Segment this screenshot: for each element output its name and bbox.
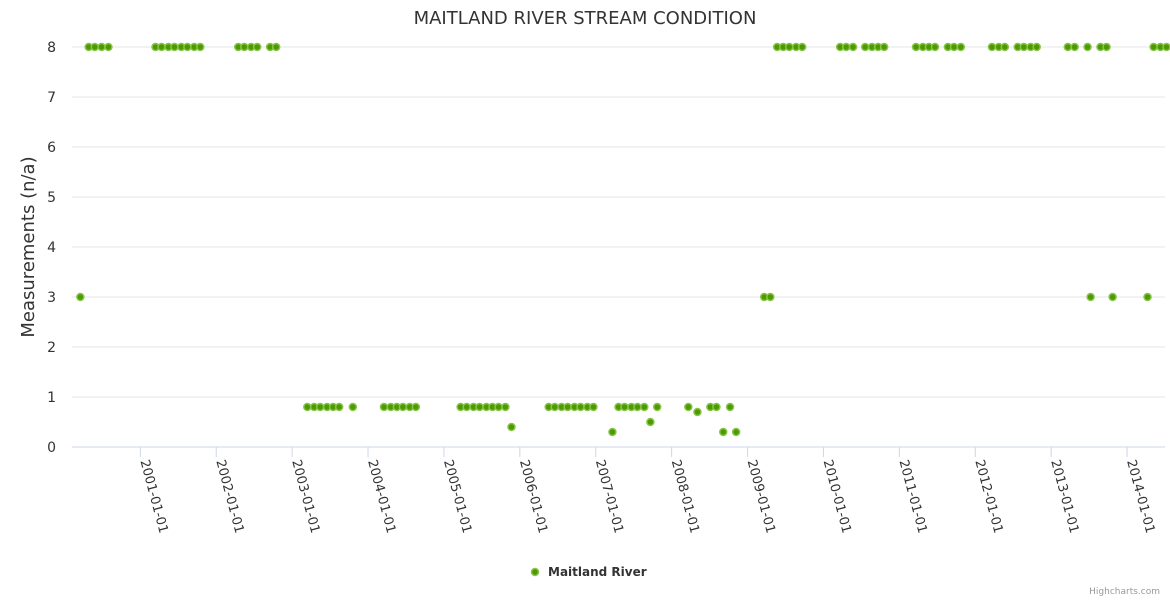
data-point[interactable] <box>379 402 389 412</box>
data-point[interactable] <box>640 402 649 412</box>
data-point[interactable] <box>652 402 662 412</box>
data-point[interactable] <box>97 42 106 52</box>
data-point[interactable] <box>1108 292 1117 302</box>
data-point[interactable] <box>334 402 344 412</box>
data-point[interactable] <box>303 402 312 412</box>
data-point[interactable] <box>766 292 775 302</box>
data-point[interactable] <box>462 402 471 412</box>
data-point[interactable] <box>911 42 921 52</box>
data-point[interactable] <box>104 42 113 52</box>
data-point[interactable] <box>507 422 516 432</box>
data-point[interactable] <box>271 42 281 52</box>
y-tick-label: 4 <box>47 240 56 256</box>
y-axis-title: Measurements (n/a) <box>18 156 39 337</box>
y-tick-label: 2 <box>47 340 56 356</box>
y-tick-label: 0 <box>47 440 56 456</box>
data-point[interactable] <box>860 42 870 52</box>
data-point[interactable] <box>1143 292 1152 302</box>
data-point[interactable] <box>1032 42 1041 52</box>
data-point[interactable] <box>731 427 741 437</box>
data-point[interactable] <box>841 42 851 52</box>
data-point[interactable] <box>956 42 966 52</box>
y-tick-label: 5 <box>47 190 56 206</box>
y-tick-label: 7 <box>47 90 56 106</box>
data-point[interactable] <box>76 292 85 302</box>
data-point[interactable] <box>620 402 629 412</box>
series-maitland-river[interactable] <box>76 42 1170 437</box>
data-point[interactable] <box>563 402 572 412</box>
data-point[interactable] <box>848 42 858 52</box>
data-point[interactable] <box>494 402 503 412</box>
data-point[interactable] <box>90 42 100 52</box>
data-point[interactable] <box>157 42 166 52</box>
data-point[interactable] <box>475 402 484 412</box>
data-point[interactable] <box>785 42 794 52</box>
data-point[interactable] <box>1070 42 1079 52</box>
data-point[interactable] <box>240 42 249 52</box>
data-point[interactable] <box>949 42 959 52</box>
data-point[interactable] <box>398 402 408 412</box>
data-point[interactable] <box>1083 42 1092 52</box>
data-point[interactable] <box>646 417 655 427</box>
data-point[interactable] <box>550 402 559 412</box>
data-point[interactable] <box>725 402 735 412</box>
data-point[interactable] <box>348 402 358 412</box>
data-point[interactable] <box>589 402 598 412</box>
data-point[interactable] <box>879 42 889 52</box>
data-point[interactable] <box>501 402 510 412</box>
credits-link[interactable]: Highcharts.com <box>1089 587 1160 597</box>
y-tick-label: 8 <box>47 40 56 56</box>
data-point[interactable] <box>196 42 205 52</box>
data-point[interactable] <box>684 402 693 412</box>
y-axis: 0 1 2 3 4 5 6 7 8 <box>47 40 56 456</box>
data-point[interactable] <box>987 42 997 52</box>
data-point[interactable] <box>712 402 721 412</box>
data-point[interactable] <box>930 42 940 52</box>
y-tick-label: 6 <box>47 140 56 156</box>
data-point[interactable] <box>797 42 807 52</box>
data-point[interactable] <box>1063 42 1073 52</box>
data-point[interactable] <box>718 427 728 437</box>
y-tick-label: 3 <box>47 290 56 306</box>
data-point[interactable] <box>1149 42 1158 52</box>
data-point[interactable] <box>1019 42 1029 52</box>
data-point[interactable] <box>1086 292 1095 302</box>
data-point[interactable] <box>633 402 642 412</box>
data-point[interactable] <box>693 407 702 417</box>
data-point[interactable] <box>252 42 262 52</box>
y-tick-label: 1 <box>47 390 56 406</box>
data-point[interactable] <box>608 427 617 437</box>
legend[interactable]: Maitland River <box>530 565 647 579</box>
data-point[interactable] <box>1162 42 1170 52</box>
data-point[interactable] <box>315 402 325 412</box>
data-point[interactable] <box>183 42 192 52</box>
data-point[interactable] <box>411 402 421 412</box>
legend-marker <box>530 567 540 577</box>
legend-label[interactable]: Maitland River <box>548 565 647 579</box>
data-point[interactable] <box>170 42 179 52</box>
data-point[interactable] <box>1102 42 1111 52</box>
data-point[interactable] <box>1000 42 1010 52</box>
chart-title: MAITLAND RIVER STREAM CONDITION <box>414 8 757 29</box>
data-point[interactable] <box>576 402 585 412</box>
